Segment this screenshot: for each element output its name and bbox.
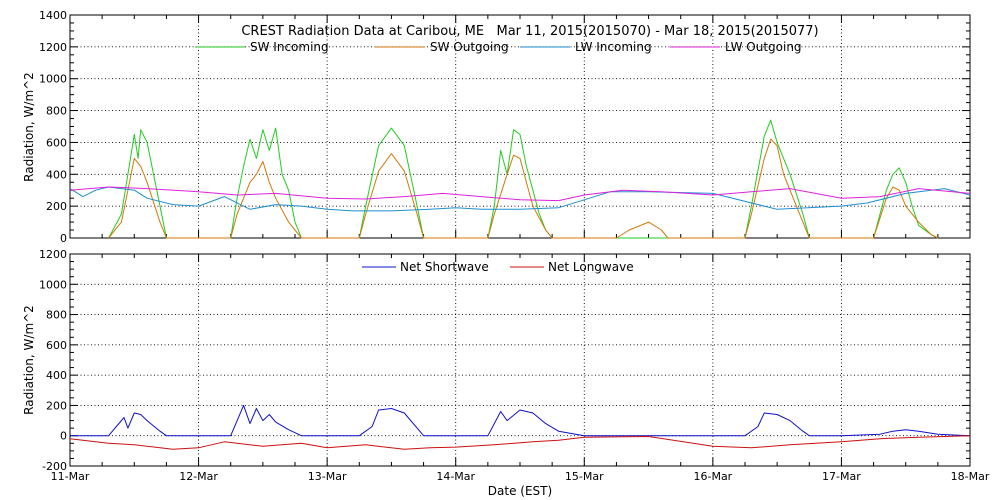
x-tick-label: 14-Mar: [436, 470, 475, 483]
series-lw-incoming: [69, 186, 971, 212]
y-tick-label: 200: [46, 200, 67, 213]
y-axis-title: Radiation, W/m^2: [22, 72, 36, 182]
x-tick-label: 11-Mar: [51, 470, 90, 483]
y-axis-title: Radiation, W/m^2: [22, 305, 36, 415]
y-tick-label: 600: [46, 339, 67, 352]
y-tick-label: 800: [46, 309, 67, 322]
series-sw-incoming: [108, 119, 939, 239]
y-tick-label: 1400: [39, 9, 67, 22]
y-tick-label: 1000: [39, 73, 67, 86]
series-sw-outgoing: [108, 138, 939, 239]
y-tick-label: 400: [46, 369, 67, 382]
plot-frame: [69, 253, 971, 467]
y-tick-label: 0: [60, 232, 67, 245]
x-tick-label: 13-Mar: [308, 470, 347, 483]
y-tick-label: 800: [46, 105, 67, 118]
legend-label: LW Incoming: [575, 40, 652, 54]
legend-label: SW Incoming: [250, 40, 329, 54]
y-tick-label: 600: [46, 136, 67, 149]
x-tick-label: 12-Mar: [179, 470, 218, 483]
y-tick-label: 0: [60, 430, 67, 443]
y-tick-label: 1200: [39, 41, 67, 54]
x-tick-label: 15-Mar: [565, 470, 604, 483]
top-panel: 0 200 400 600 800 1000 1200 1400 Radiation, W/m^…: [22, 9, 971, 245]
x-tick-label: 18-Mar: [951, 470, 990, 483]
chart-title: CREST Radiation Data at Caribou, ME Mar …: [241, 24, 818, 39]
legend-label: Net Longwave: [548, 260, 634, 274]
legend-label: Net Shortwave: [400, 260, 489, 274]
series-lw-outgoing: [69, 186, 971, 202]
x-axis-title: Date (EST): [488, 484, 552, 498]
bottom-panel: -200 0 200 400 600 800 1000 1200 Radiation, W/m^…: [22, 248, 990, 483]
y-tick-label: -200: [42, 460, 67, 473]
y-tick-label: 200: [46, 399, 67, 412]
y-tick-label: 400: [46, 168, 67, 181]
plot-frame: [69, 14, 971, 239]
y-tick-label: 1200: [39, 248, 67, 261]
y-tick-label: 1000: [39, 278, 67, 291]
series-net-longwave: [69, 435, 971, 450]
x-tick-label: 16-Mar: [693, 470, 732, 483]
series-net-shortwave: [70, 404, 971, 437]
legend-label: SW Outgoing: [430, 40, 509, 54]
legend-label: LW Outgoing: [725, 40, 802, 54]
x-tick-label: 17-Mar: [822, 470, 861, 483]
